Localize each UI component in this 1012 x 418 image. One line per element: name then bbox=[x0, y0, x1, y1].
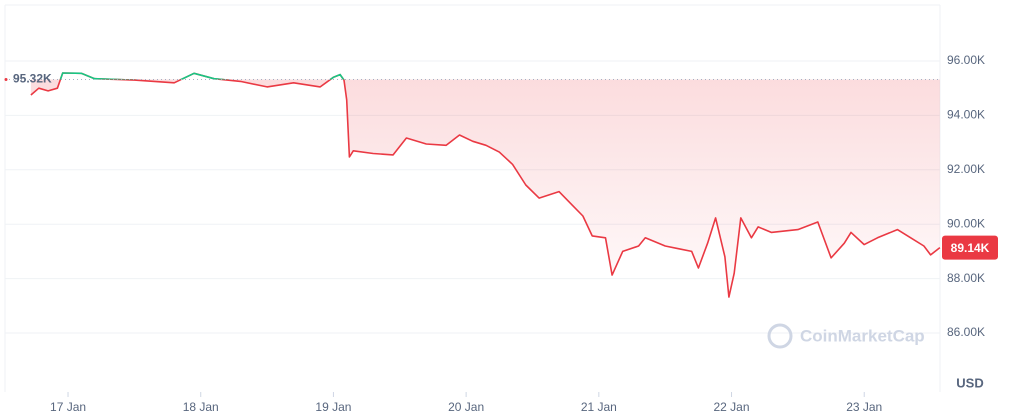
x-tick-label: 23 Jan bbox=[846, 400, 882, 414]
lines bbox=[30, 72, 941, 298]
x-tick-label: 17 Jan bbox=[50, 400, 86, 414]
x-tick-label: 19 Jan bbox=[315, 400, 351, 414]
x-tick-label: 22 Jan bbox=[714, 400, 750, 414]
x-tick-label: 20 Jan bbox=[448, 400, 484, 414]
x-tick-label: 18 Jan bbox=[183, 400, 219, 414]
y-tick-label: 92.00K bbox=[947, 162, 985, 176]
y-tick-label: 94.00K bbox=[947, 108, 985, 122]
area bbox=[30, 79, 940, 298]
current-price-label: 89.14K bbox=[951, 241, 990, 255]
unit-label: USD bbox=[956, 375, 983, 390]
watermark: CoinMarketCap bbox=[767, 323, 925, 349]
reference-label: 95.32K bbox=[13, 72, 52, 86]
x-tick-label: 21 Jan bbox=[581, 400, 617, 414]
y-tick-label: 96.00K bbox=[947, 53, 985, 67]
current-price-badge bbox=[942, 235, 998, 260]
y-tick-label: 86.00K bbox=[947, 325, 985, 339]
price-line bbox=[30, 72, 941, 298]
reference-dot bbox=[4, 78, 8, 82]
y-tick-label: 90.00K bbox=[947, 216, 985, 230]
logo bbox=[767, 323, 793, 349]
watermark-text: CoinMarketCap bbox=[800, 326, 925, 345]
area-fill bbox=[30, 79, 940, 298]
y-tick-label: 88.00K bbox=[947, 271, 985, 285]
grid bbox=[5, 60, 940, 334]
